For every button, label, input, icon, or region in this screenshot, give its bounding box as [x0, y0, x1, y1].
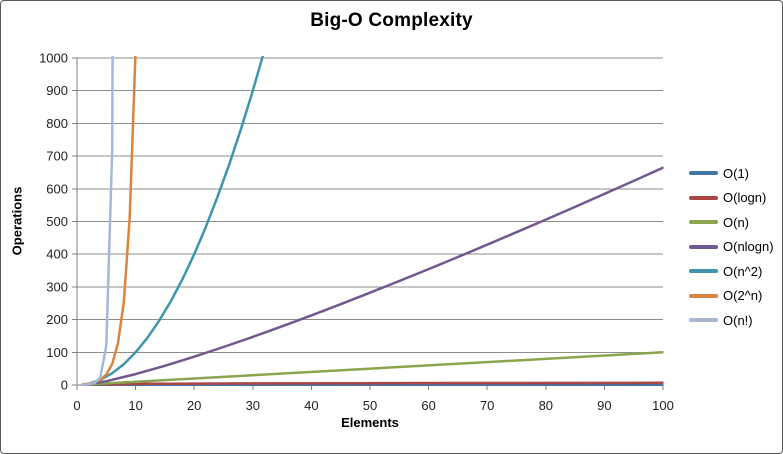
x-tick-label: 0 [73, 398, 80, 413]
legend-label: O(n^2) [723, 263, 763, 279]
x-tick-label: 60 [421, 398, 435, 413]
legend-item: O(n^2) [689, 259, 774, 284]
legend-swatch [689, 269, 718, 274]
legend-label: O(logn) [723, 190, 767, 206]
legend-item: O(2^n) [689, 284, 774, 309]
x-axis-title: Elements [341, 415, 399, 430]
y-tick-label: 400 [46, 247, 68, 262]
chart-title: Big-O Complexity [310, 10, 473, 31]
y-tick-label: 1000 [39, 51, 68, 66]
x-tick-label: 70 [480, 398, 494, 413]
legend-swatch [689, 293, 718, 298]
legend-item: O(n) [689, 210, 774, 235]
x-tick-label: 10 [128, 398, 142, 413]
legend-label: O(2^n) [723, 288, 763, 304]
y-tick-label: 500 [46, 214, 68, 229]
legend-label: O(n) [723, 214, 749, 230]
x-tick-label: 100 [652, 398, 674, 413]
y-tick-label: 300 [46, 279, 68, 294]
x-tick-label: 40 [304, 398, 318, 413]
x-tick-label: 90 [597, 398, 611, 413]
legend-item: O(1) [689, 161, 774, 186]
x-tick-label: 20 [187, 398, 201, 413]
x-tick-label: 50 [363, 398, 377, 413]
legend-swatch [689, 244, 718, 249]
series-line-4 [81, 56, 265, 386]
legend-swatch [689, 195, 718, 200]
legend-swatch [689, 318, 718, 323]
y-tick-label: 600 [46, 181, 68, 196]
series-line-3 [81, 166, 664, 386]
y-tick-label: 200 [46, 312, 68, 327]
legend-label: O(1) [723, 165, 749, 181]
legend-label: O(nlogn) [723, 239, 774, 255]
legend-item: O(nlogn) [689, 235, 774, 260]
y-axis-title: Operations [9, 186, 25, 256]
x-tick-label: 80 [539, 398, 553, 413]
y-tick-label: 0 [61, 378, 68, 393]
y-tick-label: 100 [46, 345, 68, 360]
legend-swatch [689, 171, 718, 176]
x-tick-label: 30 [246, 398, 260, 413]
legend: O(1) O(logn) O(n) O(nlogn) O(n^2) O(2^n) O(n!) [689, 161, 774, 333]
legend-label: O(n!) [723, 312, 753, 328]
series-line-2 [81, 351, 664, 386]
y-tick-label: 800 [46, 116, 68, 131]
legend-item: O(logn) [689, 186, 774, 211]
y-tick-label: 900 [46, 83, 68, 98]
y-tick-label: 700 [46, 149, 68, 164]
legend-swatch [689, 220, 718, 225]
legend-item: O(n!) [689, 308, 774, 333]
series-line-6 [81, 56, 114, 386]
